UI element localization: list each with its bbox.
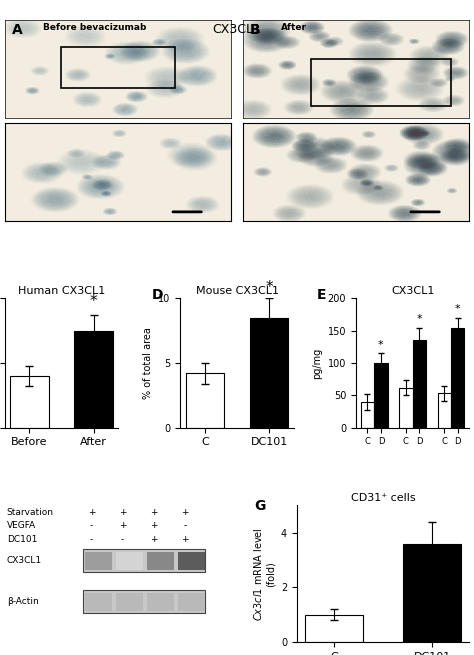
Y-axis label: $\it{Cx3cl1}$ mRNA level
(fold): $\it{Cx3cl1}$ mRNA level (fold) — [252, 527, 275, 620]
Text: CX3CL1: CX3CL1 — [7, 556, 42, 565]
FancyBboxPatch shape — [83, 590, 205, 613]
Bar — [10, 376, 48, 428]
Bar — [399, 388, 412, 428]
Text: β-Actin: β-Actin — [7, 597, 38, 606]
Y-axis label: pg/mg: pg/mg — [312, 347, 322, 379]
Text: G: G — [254, 498, 265, 513]
Text: B: B — [249, 22, 260, 37]
Bar — [361, 402, 374, 428]
Y-axis label: % of total area: % of total area — [143, 327, 153, 399]
Bar — [310, 59, 451, 106]
Text: +: + — [119, 508, 127, 517]
Text: A: A — [11, 22, 22, 37]
Text: +: + — [150, 535, 157, 544]
FancyBboxPatch shape — [147, 552, 174, 570]
FancyBboxPatch shape — [117, 593, 143, 610]
Text: -: - — [90, 521, 93, 531]
Text: Starvation: Starvation — [7, 508, 54, 517]
Text: +: + — [181, 508, 189, 517]
FancyBboxPatch shape — [179, 552, 205, 570]
Text: +: + — [150, 508, 157, 517]
Text: -: - — [183, 521, 186, 531]
Text: *: * — [417, 314, 422, 324]
Text: -: - — [121, 535, 124, 544]
Text: VEGFA: VEGFA — [7, 521, 36, 531]
Bar — [62, 47, 175, 88]
Text: +: + — [150, 521, 157, 531]
Bar — [412, 341, 426, 428]
FancyBboxPatch shape — [117, 552, 143, 570]
Title: CD31⁺ cells: CD31⁺ cells — [351, 493, 415, 503]
Bar — [74, 331, 113, 428]
Text: *: * — [455, 304, 461, 314]
Bar — [185, 373, 224, 428]
Text: *: * — [265, 280, 273, 295]
Text: After: After — [281, 22, 307, 31]
Text: -: - — [90, 535, 93, 544]
Bar — [403, 544, 461, 642]
Text: E: E — [316, 288, 326, 302]
FancyBboxPatch shape — [83, 549, 205, 572]
Title: CX3CL1: CX3CL1 — [391, 286, 434, 296]
Text: D: D — [152, 288, 164, 302]
Text: +: + — [88, 508, 95, 517]
Bar — [451, 328, 465, 428]
Text: DC101: DC101 — [7, 535, 37, 544]
Text: +: + — [181, 535, 189, 544]
FancyBboxPatch shape — [147, 593, 174, 610]
Text: Before bevacizumab: Before bevacizumab — [43, 22, 146, 31]
Bar — [438, 394, 451, 428]
Text: +: + — [119, 521, 127, 531]
FancyBboxPatch shape — [85, 552, 112, 570]
Title: Human CX3CL1: Human CX3CL1 — [18, 286, 105, 296]
Text: *: * — [378, 339, 384, 350]
FancyBboxPatch shape — [179, 593, 205, 610]
Bar — [305, 614, 364, 642]
Text: *: * — [90, 295, 97, 309]
Title: Mouse CX3CL1: Mouse CX3CL1 — [195, 286, 279, 296]
FancyBboxPatch shape — [85, 593, 112, 610]
Bar — [250, 318, 289, 428]
Bar — [374, 363, 388, 428]
Text: CX3CL1: CX3CL1 — [212, 23, 262, 36]
